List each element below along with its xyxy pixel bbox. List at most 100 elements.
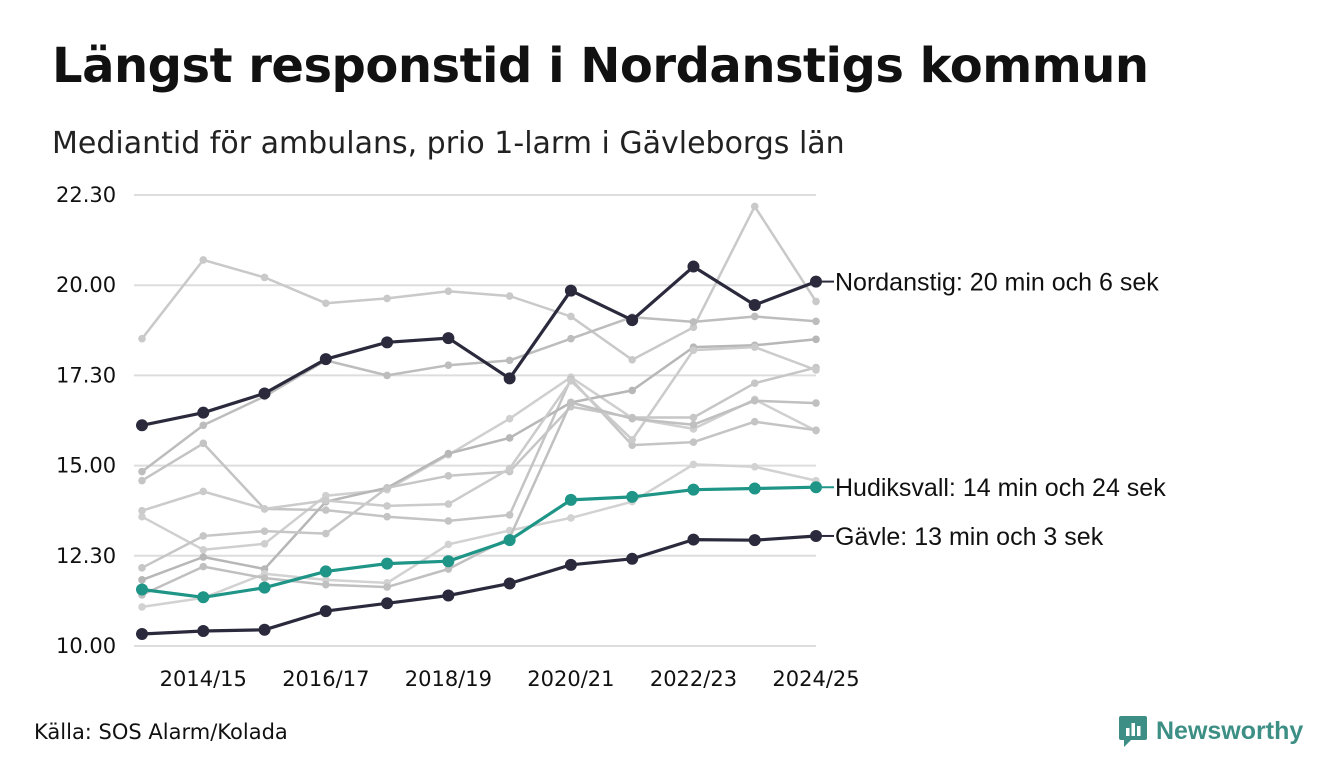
highlighted-series-layer: [136, 260, 822, 640]
background-point: [689, 413, 698, 422]
background-point: [322, 580, 330, 589]
background-series: [138, 343, 820, 515]
background-point: [689, 438, 698, 446]
background-point: [199, 439, 208, 448]
series-label: Hudiksvall: 14 min och 24 sek: [835, 474, 1166, 502]
background-line: [141, 315, 817, 473]
highlight-hudiksvall-point: [197, 591, 210, 604]
newsworthy-logo-icon: [1119, 716, 1147, 747]
background-line: [141, 399, 817, 597]
highlight-nordanstig-point: [319, 353, 332, 366]
highlight-hudiksvall-series: [136, 481, 822, 604]
background-point: [383, 294, 391, 303]
x-tick-label: 2022/23: [650, 667, 737, 691]
background-point: [444, 540, 453, 549]
highlight-gvle-line: [141, 534, 817, 636]
background-point: [322, 496, 330, 505]
highlight-nordanstig-point: [442, 332, 455, 345]
background-series-layer: [138, 202, 820, 611]
highlight-nordanstig-point: [626, 314, 639, 327]
series-labels-layer: Nordanstig: 20 min och 6 sek Hudiksvall: …: [822, 269, 1166, 551]
background-point: [628, 414, 636, 423]
highlight-nordanstig-point: [503, 372, 516, 385]
background-point: [383, 371, 391, 380]
background-point: [505, 464, 514, 473]
background-line: [141, 377, 817, 523]
highlight-gvle-point: [136, 627, 148, 640]
series-label: Nordanstig: 20 min och 6 sek: [835, 269, 1159, 297]
background-point: [505, 414, 514, 423]
highlight-nordanstig-point: [810, 275, 822, 288]
highlight-hudiksvall-point: [564, 493, 577, 506]
background-point: [383, 502, 391, 510]
background-point: [260, 539, 269, 548]
background-point: [138, 334, 146, 343]
y-tick-label: 17.30: [56, 363, 116, 387]
source-note: Källa: SOS Alarm/Kolada: [34, 720, 288, 744]
highlight-gvle-point: [258, 623, 271, 636]
series-label: Gävle: 13 min och 3 sek: [835, 523, 1104, 551]
y-tick-label: 20.00: [56, 273, 116, 297]
x-tick-label: 2014/15: [160, 667, 247, 691]
highlight-hudiksvall-point: [626, 490, 639, 503]
background-point: [138, 467, 146, 476]
background-point: [628, 435, 636, 444]
background-point: [138, 564, 146, 572]
background-point: [567, 398, 575, 407]
chart-subtitle: Mediantid för ambulans, prio 1-larm i Gä…: [52, 126, 845, 161]
background-point: [138, 576, 146, 584]
background-point: [138, 506, 146, 515]
background-point: [689, 420, 698, 429]
background-point: [199, 532, 208, 540]
highlight-hudiksvall-point: [503, 534, 516, 547]
highlight-gvle-point: [197, 624, 210, 637]
background-point: [199, 487, 208, 496]
background-point: [567, 312, 575, 321]
background-point: [812, 335, 820, 344]
newsworthy-logo-text: Newsworthy: [1156, 716, 1304, 745]
background-line: [141, 366, 817, 569]
highlight-gvle-point: [503, 577, 516, 590]
highlight-hudiksvall-point: [810, 481, 822, 494]
y-axis: 10.00 12.30 15.00 17.30 20.00 22.30: [56, 183, 116, 658]
highlight-gvle-series: [136, 529, 822, 640]
background-point: [812, 366, 820, 374]
background-point: [812, 399, 820, 407]
x-tick-label: 2016/17: [282, 667, 369, 691]
y-tick-label: 10.00: [56, 634, 116, 658]
highlight-hudiksvall-line: [141, 485, 817, 599]
highlight-gvle-point: [810, 529, 822, 542]
background-point: [567, 334, 575, 343]
highlight-gvle-point: [687, 533, 700, 546]
highlight-nordanstig-line: [141, 265, 817, 427]
background-point: [444, 361, 453, 369]
background-point: [812, 297, 820, 306]
highlight-hudiksvall-point: [442, 555, 455, 568]
background-point: [322, 299, 330, 308]
x-axis: 2014/15 2016/17 2018/19 2020/21 2022/23 2024/…: [160, 667, 860, 691]
highlight-nordanstig-point: [258, 387, 271, 400]
highlight-gvle-point: [626, 552, 639, 565]
background-point: [689, 323, 698, 332]
y-tick-label: 15.00: [56, 454, 116, 478]
background-line: [141, 375, 817, 552]
highlight-hudiksvall-point: [319, 565, 332, 578]
background-point: [505, 356, 514, 365]
background-point: [444, 449, 453, 458]
background-point: [689, 318, 698, 326]
background-line: [141, 338, 817, 582]
chart-title: Längst responstid i Nordanstigs kommun: [52, 38, 1149, 94]
highlight-hudiksvall-point: [381, 557, 394, 570]
background-line: [141, 205, 818, 362]
highlight-hudiksvall-point: [258, 581, 271, 594]
background-point: [199, 553, 208, 561]
background-point: [444, 287, 453, 296]
highlight-nordanstig-series: [136, 260, 822, 432]
y-tick-label: 22.30: [56, 183, 116, 207]
background-point: [505, 292, 514, 300]
background-point: [383, 512, 391, 521]
background-point: [260, 273, 269, 282]
background-series: [138, 312, 820, 476]
background-point: [444, 517, 453, 525]
